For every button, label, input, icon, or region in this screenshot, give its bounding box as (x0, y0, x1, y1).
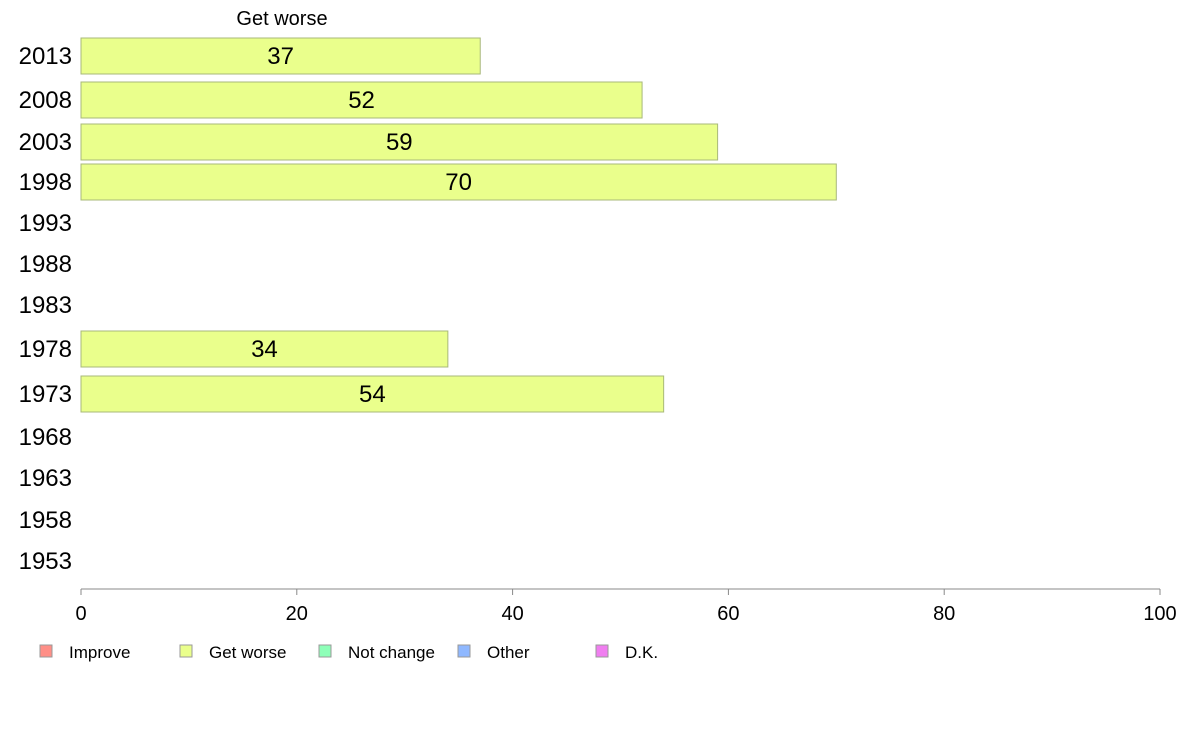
chart-title: Get worse (236, 8, 327, 30)
category-label: 1953 (19, 548, 72, 575)
category-label: 1958 (19, 507, 72, 534)
legend-label: Get worse (209, 643, 286, 662)
category-label: 1998 (19, 169, 72, 196)
category-label: 1963 (19, 465, 72, 492)
x-tick-label: 60 (717, 603, 739, 625)
bar-value-label: 37 (267, 43, 294, 70)
bar (80, 375, 665, 413)
legend-swatch (457, 644, 471, 658)
category-label: 1993 (19, 210, 72, 237)
bar (80, 37, 481, 75)
bar-value-label: 70 (445, 169, 472, 196)
x-tick-label: 20 (286, 603, 308, 625)
legend-swatch (595, 644, 609, 658)
bar-value-label: 34 (251, 336, 278, 363)
legend-swatch (318, 644, 332, 658)
x-tick-label: 40 (501, 603, 523, 625)
bar (80, 81, 643, 119)
category-label: 1988 (19, 251, 72, 278)
bar-value-label: 52 (348, 87, 375, 114)
legend-swatch (179, 644, 193, 658)
bar (80, 330, 449, 368)
legend-label: Improve (69, 643, 130, 662)
bar (80, 163, 837, 201)
legend-label: Not change (348, 643, 435, 662)
legend-swatch (39, 644, 53, 658)
category-label: 1968 (19, 424, 72, 451)
legend-label: D.K. (625, 643, 658, 662)
x-tick-label: 100 (1143, 603, 1176, 625)
category-label: 2008 (19, 87, 72, 114)
x-tick-label: 0 (75, 603, 86, 625)
x-tick-label: 80 (933, 603, 955, 625)
category-label: 1983 (19, 292, 72, 319)
legend-label: Other (487, 643, 530, 662)
category-label: 1978 (19, 336, 72, 363)
bar-value-label: 59 (386, 129, 413, 156)
category-label: 2013 (19, 43, 72, 70)
bar (80, 123, 719, 161)
bar-value-label: 54 (359, 381, 386, 408)
category-label: 2003 (19, 129, 72, 156)
category-label: 1973 (19, 381, 72, 408)
